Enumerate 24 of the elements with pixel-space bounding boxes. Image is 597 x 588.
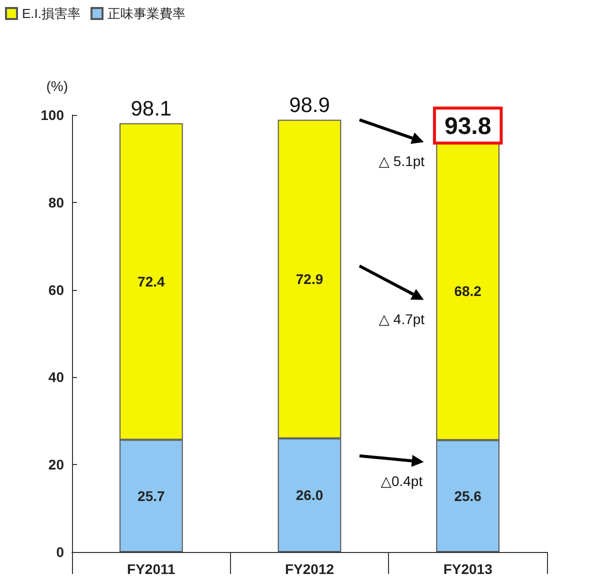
total-label: 93.8 (444, 113, 492, 140)
y-tick-label: 80 (48, 194, 64, 210)
data-label: 26.0 (296, 487, 324, 504)
data-label: 25.6 (454, 488, 482, 504)
total-label: 98.1 (130, 97, 172, 120)
data-label: 72.9 (296, 271, 324, 288)
data-label: 72.4 (138, 273, 166, 290)
x-tick-label: FY2013 (443, 561, 493, 577)
annotation: △ 5.1pt (378, 153, 425, 170)
annotation: △ 4.7pt (378, 310, 425, 327)
total-label: 98.9 (289, 94, 330, 117)
x-tick-label: FY2012 (284, 561, 334, 577)
y-tick-label: 0 (56, 544, 64, 560)
x-tick-label: FY2011 (127, 561, 176, 577)
legend-label: 正味事業費率 (108, 6, 186, 21)
y-tick-label: 60 (48, 282, 64, 298)
y-axis-title: (%) (46, 78, 68, 94)
legend-label: E.I.損害率 (22, 6, 81, 21)
y-tick-label: 20 (48, 456, 64, 473)
data-label: 25.7 (138, 488, 166, 504)
y-tick-label: 40 (48, 369, 64, 386)
y-tick-label: 100 (40, 107, 64, 123)
data-label: 68.2 (454, 283, 482, 300)
annotation: △0.4pt (380, 472, 423, 489)
